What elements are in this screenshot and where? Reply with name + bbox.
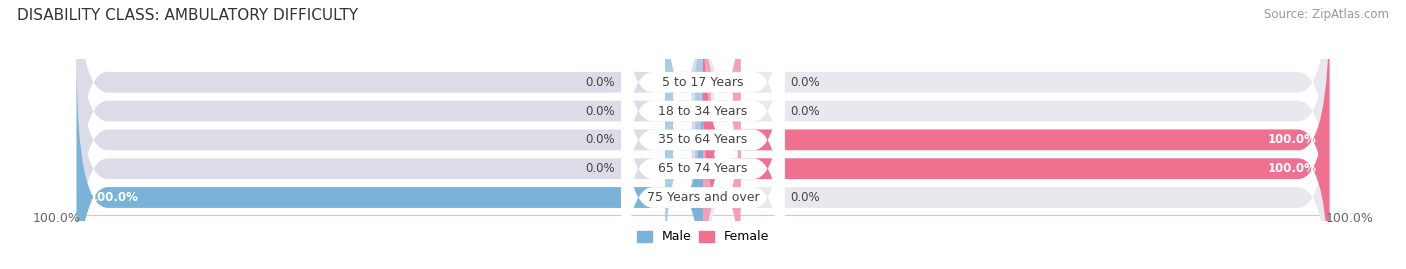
FancyBboxPatch shape [77, 35, 703, 269]
FancyBboxPatch shape [621, 0, 785, 245]
Text: Source: ZipAtlas.com: Source: ZipAtlas.com [1264, 8, 1389, 21]
FancyBboxPatch shape [77, 0, 703, 245]
FancyBboxPatch shape [665, 6, 703, 216]
Text: 100.0%: 100.0% [1268, 133, 1317, 146]
FancyBboxPatch shape [621, 6, 785, 269]
Text: 100.0%: 100.0% [1268, 162, 1317, 175]
FancyBboxPatch shape [621, 64, 785, 269]
FancyBboxPatch shape [703, 0, 1329, 216]
Text: 100.0%: 100.0% [1326, 212, 1374, 225]
Text: 0.0%: 0.0% [586, 76, 616, 89]
Text: 5 to 17 Years: 5 to 17 Years [662, 76, 744, 89]
FancyBboxPatch shape [77, 0, 703, 216]
FancyBboxPatch shape [703, 35, 1329, 269]
Text: 0.0%: 0.0% [790, 105, 820, 118]
FancyBboxPatch shape [665, 0, 703, 187]
Text: 65 to 74 Years: 65 to 74 Years [658, 162, 748, 175]
FancyBboxPatch shape [665, 64, 703, 269]
Text: 100.0%: 100.0% [89, 191, 138, 204]
FancyBboxPatch shape [77, 64, 703, 269]
FancyBboxPatch shape [703, 6, 1329, 269]
Text: 100.0%: 100.0% [32, 212, 80, 225]
FancyBboxPatch shape [621, 35, 785, 269]
Text: 18 to 34 Years: 18 to 34 Years [658, 105, 748, 118]
FancyBboxPatch shape [77, 64, 703, 269]
FancyBboxPatch shape [703, 35, 1329, 269]
Text: 0.0%: 0.0% [790, 191, 820, 204]
FancyBboxPatch shape [703, 6, 1329, 269]
FancyBboxPatch shape [665, 35, 703, 245]
Text: 0.0%: 0.0% [790, 76, 820, 89]
Text: 0.0%: 0.0% [586, 105, 616, 118]
Text: 0.0%: 0.0% [586, 162, 616, 175]
Text: 75 Years and over: 75 Years and over [647, 191, 759, 204]
FancyBboxPatch shape [703, 0, 741, 187]
FancyBboxPatch shape [621, 0, 785, 216]
Text: 0.0%: 0.0% [586, 133, 616, 146]
FancyBboxPatch shape [703, 93, 741, 269]
Legend: Male, Female: Male, Female [637, 230, 769, 243]
Text: DISABILITY CLASS: AMBULATORY DIFFICULTY: DISABILITY CLASS: AMBULATORY DIFFICULTY [17, 8, 359, 23]
Text: 35 to 64 Years: 35 to 64 Years [658, 133, 748, 146]
FancyBboxPatch shape [703, 0, 1329, 245]
FancyBboxPatch shape [77, 6, 703, 269]
FancyBboxPatch shape [703, 64, 1329, 269]
FancyBboxPatch shape [703, 6, 741, 216]
